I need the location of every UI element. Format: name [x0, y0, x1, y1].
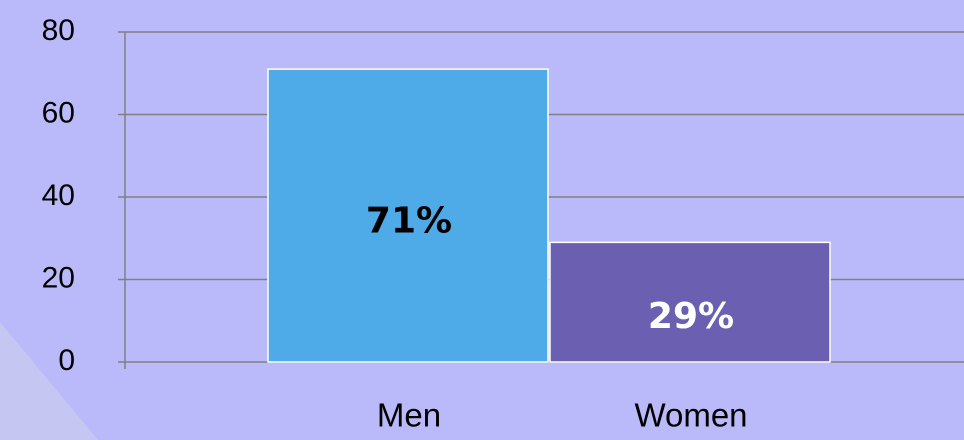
- value-label: 29%: [648, 296, 734, 337]
- x-tick-label: Women: [634, 397, 747, 434]
- y-tick-label: 40: [42, 179, 75, 212]
- y-tick-label: 80: [42, 14, 75, 47]
- x-tick-label: Men: [377, 397, 441, 434]
- y-tick-label: 60: [42, 96, 75, 129]
- value-label: 71%: [366, 201, 452, 242]
- y-tick-label: 20: [42, 261, 75, 294]
- bar: [549, 241, 831, 363]
- corner-shade: [0, 322, 98, 440]
- bar: [267, 68, 549, 363]
- y-tick-label: 0: [58, 344, 75, 377]
